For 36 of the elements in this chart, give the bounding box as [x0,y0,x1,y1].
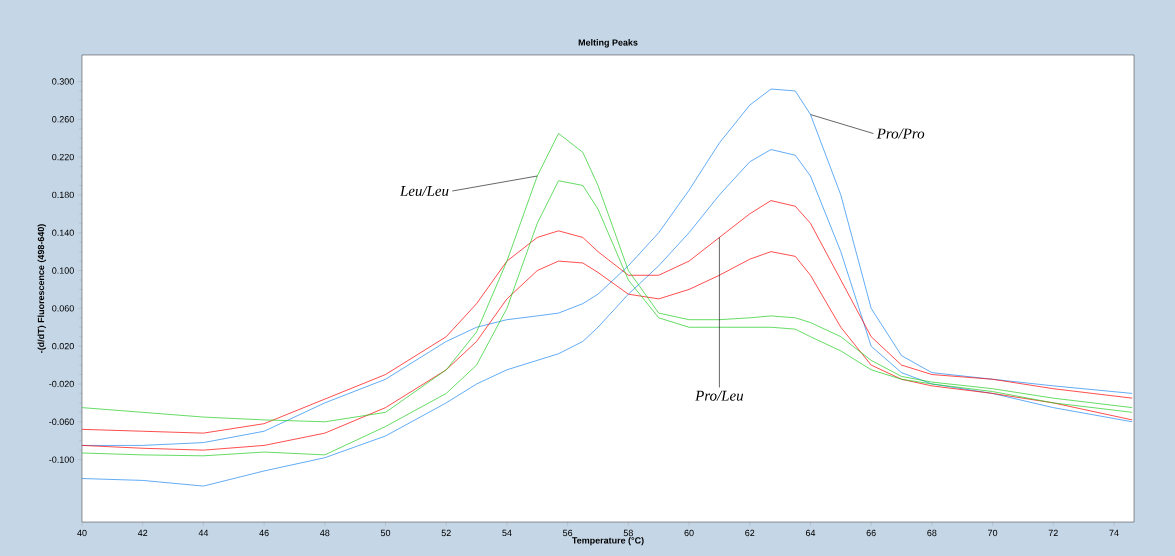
x-tick-label: 74 [1109,529,1119,536]
y-tick-label: 0.020 [52,342,74,350]
x-axis-title: Temperature (°C) [572,536,644,546]
x-tick-label: 44 [198,529,209,536]
x-tick-label: 72 [1048,529,1058,537]
y-tick-label: 0.100 [52,267,74,274]
annotation: Pro/Leu [695,390,744,401]
y-tick-label: 0.220 [52,153,74,161]
y-tick-label: 0.300 [52,78,74,85]
y-tick-label: -0.020 [49,380,74,388]
x-tick-label: 46 [259,529,269,537]
y-tick-label: 0.260 [52,116,74,123]
annotation: Leu/Leu [399,186,449,197]
y-tick-label: 0.060 [52,305,74,312]
x-tick-label: 48 [320,529,330,537]
annotation: Pro/Pro [876,128,925,139]
x-tick-label: 52 [441,529,451,537]
y-tick-label: -0.100 [49,456,74,463]
x-tick-label: 58 [623,529,633,537]
line-series [81,251,1133,451]
x-tick-label: 66 [866,529,876,537]
x-tick-label: 50 [380,529,391,537]
y-axis-title: -(d/dT) Fluorescence (498-640) [37,224,46,353]
x-tick-label: 70 [988,529,998,537]
y-tick-label: -0.060 [49,418,74,425]
x-tick-label: 54 [502,529,512,537]
x-tick-label: 68 [927,529,937,537]
y-tick-label: 0.140 [52,229,74,236]
x-tick-label: 60 [684,529,694,537]
x-tick-label: 62 [745,529,755,537]
y-tick-label: 0.180 [52,191,74,199]
x-tick-label: 42 [137,529,148,537]
chart-title: Melting Peaks [578,39,638,48]
x-tick-label: 64 [805,529,816,537]
x-tick-label: 56 [563,529,573,537]
x-tick-label: 40 [77,529,87,537]
